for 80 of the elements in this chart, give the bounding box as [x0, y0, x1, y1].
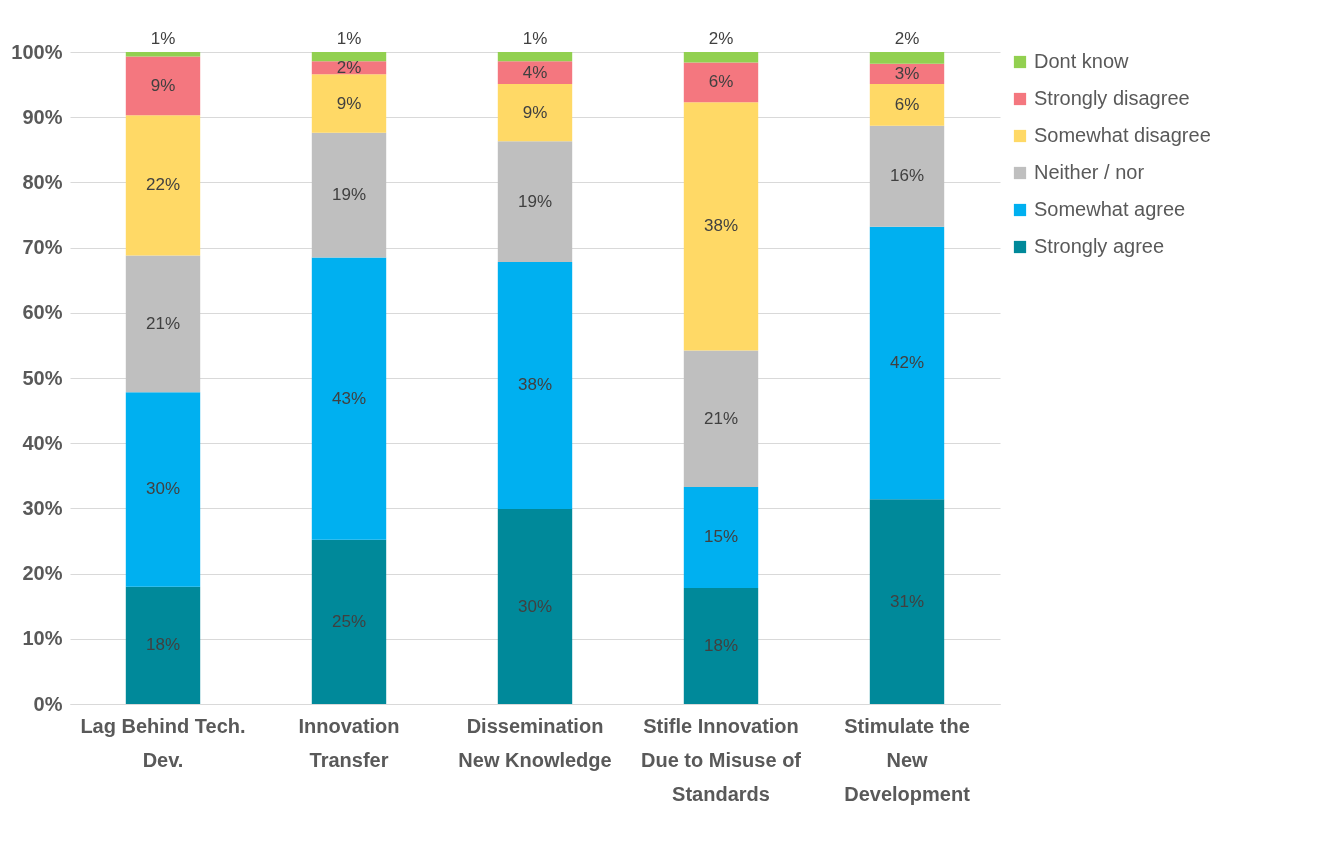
data-label: 16%	[889, 166, 925, 186]
data-label: 6%	[894, 94, 920, 114]
data-label: 21%	[703, 408, 739, 428]
data-label: 4%	[522, 62, 548, 82]
bar	[125, 115, 201, 256]
bar	[497, 141, 573, 262]
data-label: 21%	[145, 313, 181, 333]
data-label: 9%	[150, 75, 176, 95]
bar	[869, 499, 945, 704]
data-label: 19%	[517, 191, 553, 211]
bar	[125, 52, 201, 57]
legend-label: Strongly disagree	[1034, 87, 1190, 109]
x-tick-label: Stifle Innovation Due to Misuse of Standards	[640, 714, 802, 805]
bar	[683, 102, 759, 351]
legend-label: Neither / nor	[1034, 161, 1145, 183]
x-tick-label: Stimulate the New Development	[844, 714, 971, 805]
data-label: 9%	[522, 102, 548, 122]
y-tick-label: 70%	[22, 236, 63, 259]
data-label: 6%	[708, 72, 734, 92]
data-label: 38%	[703, 216, 739, 236]
data-label: 9%	[336, 93, 362, 113]
bar	[497, 261, 573, 510]
y-tick-label: 0%	[33, 692, 63, 715]
data-label: 15%	[703, 527, 739, 547]
bar	[311, 74, 387, 133]
data-label: 1%	[522, 29, 548, 48]
x-tick-label: Lag Behind Tech. Dev.	[80, 714, 246, 771]
legend-label: Dont know	[1034, 50, 1130, 72]
data-label: 19%	[331, 185, 367, 205]
data-label: 2%	[336, 57, 362, 77]
data-label: 30%	[517, 596, 553, 616]
data-label: 18%	[703, 635, 739, 655]
y-tick-label: 10%	[22, 627, 63, 650]
bar	[125, 56, 201, 116]
y-tick-label: 90%	[22, 105, 63, 128]
data-label: 42%	[889, 353, 925, 372]
data-label: 30%	[145, 479, 181, 499]
bar	[497, 509, 573, 704]
bar	[497, 52, 573, 62]
bar	[125, 586, 201, 704]
bar	[869, 83, 945, 126]
bar	[683, 587, 759, 704]
bar	[497, 83, 573, 142]
data-label: 22%	[145, 175, 181, 195]
y-tick-label: 80%	[22, 170, 63, 193]
x-tick-label: Innovation Transfer	[298, 714, 400, 771]
legend-label: Somewhat agree	[1034, 198, 1186, 220]
data-label: 2%	[708, 29, 734, 48]
data-label: 1%	[336, 29, 362, 48]
data-label: 31%	[889, 591, 925, 611]
bar	[683, 350, 759, 487]
bar	[683, 52, 759, 63]
data-label: 38%	[517, 375, 553, 395]
legend-label: Strongly agree	[1034, 235, 1165, 257]
data-label: 43%	[331, 388, 367, 408]
y-tick-label: 50%	[22, 366, 63, 389]
data-label: 1%	[150, 29, 176, 48]
y-tick-label: 40%	[22, 431, 63, 454]
y-tick-label: 100%	[11, 40, 63, 63]
bar	[683, 62, 759, 103]
bar	[869, 226, 945, 500]
legend-label: Somewhat disagree	[1034, 124, 1211, 146]
data-label: 3%	[894, 63, 920, 83]
bar	[125, 255, 201, 393]
data-label: 18%	[145, 635, 181, 655]
bar	[869, 52, 945, 64]
data-label: 25%	[331, 611, 367, 631]
y-tick-label: 60%	[22, 301, 63, 324]
y-tick-label: 30%	[22, 496, 63, 519]
bar	[869, 125, 945, 227]
data-label: 2%	[894, 29, 920, 48]
bar	[311, 52, 387, 62]
bar	[311, 257, 387, 540]
y-tick-label: 20%	[22, 562, 63, 585]
bar	[311, 132, 387, 258]
bar	[683, 486, 759, 588]
bar	[497, 61, 573, 84]
bar	[311, 539, 387, 704]
x-tick-label: Dissemination New Knowledge	[458, 714, 612, 771]
bar	[125, 392, 201, 587]
